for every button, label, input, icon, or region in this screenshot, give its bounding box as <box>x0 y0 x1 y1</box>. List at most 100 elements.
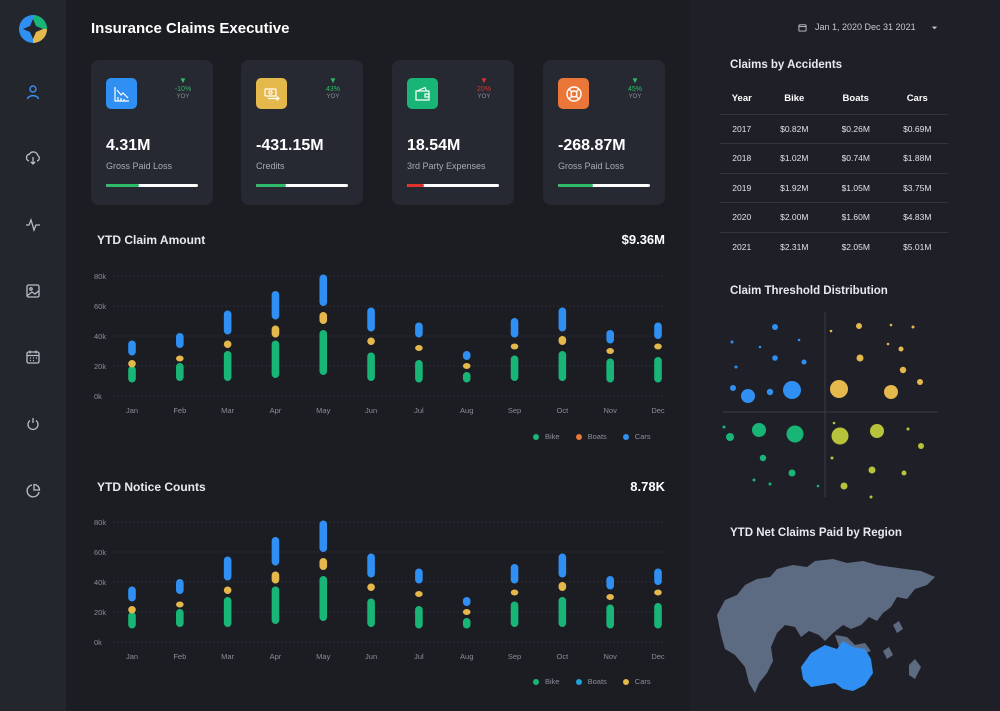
bar-cars[interactable] <box>176 579 184 594</box>
bar-bike[interactable] <box>176 363 184 381</box>
bar-boats[interactable] <box>367 583 375 592</box>
bar-boats[interactable] <box>271 571 280 584</box>
bar-cars[interactable] <box>510 318 519 338</box>
bar-cars[interactable] <box>319 274 328 307</box>
nav-pie-chart-icon[interactable] <box>23 481 43 501</box>
bar-boats[interactable] <box>462 363 471 369</box>
bar-cars[interactable] <box>367 307 375 332</box>
bar-bike[interactable] <box>319 330 328 375</box>
bar-cars[interactable] <box>271 291 280 320</box>
kpi-card-credits[interactable]: ▼ 43% YOY -431.15M Credits <box>241 60 363 205</box>
bar-bike[interactable] <box>510 601 519 628</box>
bar-boats[interactable] <box>510 343 519 350</box>
bar-bike[interactable] <box>367 598 375 628</box>
bar-cars[interactable] <box>128 586 136 602</box>
bar-bike[interactable] <box>558 597 567 627</box>
legend-item-bike[interactable]: Bike <box>533 432 560 441</box>
bar-bike[interactable] <box>654 357 662 383</box>
bar-bike[interactable] <box>128 366 136 383</box>
bar-cars[interactable] <box>223 556 232 581</box>
bar-boats[interactable] <box>176 601 184 608</box>
kpi-card-gross-paid-loss-2[interactable]: ▼ 45% YOY -268.87M Gross Paid Loss <box>543 60 665 205</box>
bar-bike[interactable] <box>462 372 471 383</box>
bar-boats[interactable] <box>558 336 567 345</box>
bar-boats[interactable] <box>415 345 423 351</box>
bar-cars[interactable] <box>606 330 614 344</box>
bar-bike[interactable] <box>271 586 280 625</box>
bar-cars[interactable] <box>319 520 328 553</box>
bar-cars[interactable] <box>415 322 423 338</box>
bar-bike[interactable] <box>654 603 662 629</box>
bar-bike[interactable] <box>367 352 375 382</box>
bar-bike[interactable] <box>176 609 184 627</box>
bar-bike[interactable] <box>558 351 567 381</box>
table-header[interactable]: Cars <box>886 84 948 115</box>
kpi-card-gross-paid-loss[interactable]: ▼ -10% YOY 4.31M Gross Paid Loss <box>91 60 213 205</box>
table-row[interactable]: 2018 $1.02M $0.74M $1.88M <box>720 143 948 174</box>
table-row[interactable]: 2017 $0.82M $0.26M $0.69M <box>720 114 948 144</box>
map-region-australia[interactable] <box>801 641 873 691</box>
bar-bike[interactable] <box>271 340 280 379</box>
bar-bike[interactable] <box>128 612 136 629</box>
nav-user-icon[interactable] <box>23 82 43 102</box>
legend-item-cars[interactable]: Cars <box>622 432 651 441</box>
table-header[interactable]: Year <box>720 84 764 115</box>
bar-boats[interactable] <box>415 591 423 597</box>
table-row[interactable]: 2020 $2.00M $1.60M $4.83M <box>720 202 948 233</box>
bar-boats[interactable] <box>367 337 375 346</box>
bar-bike[interactable] <box>415 606 423 629</box>
bar-cars[interactable] <box>462 351 471 360</box>
bar-boats[interactable] <box>319 558 328 570</box>
bar-boats[interactable] <box>271 325 280 338</box>
nav-cloud-download-icon[interactable] <box>23 148 43 168</box>
bar-cars[interactable] <box>606 576 614 590</box>
bar-boats[interactable] <box>128 360 136 368</box>
bar-boats[interactable] <box>606 348 614 354</box>
bar-cars[interactable] <box>510 564 519 584</box>
bar-cars[interactable] <box>415 568 423 584</box>
legend-item-boats[interactable]: Boats <box>575 432 607 441</box>
bar-bike[interactable] <box>510 355 519 382</box>
bar-bike[interactable] <box>319 576 328 621</box>
bar-boats[interactable] <box>223 586 232 595</box>
bar-boats[interactable] <box>462 609 471 615</box>
bar-bike[interactable] <box>606 358 614 383</box>
bar-bike[interactable] <box>415 360 423 383</box>
date-range-picker[interactable]: Jan 1, 2020 Dec 31 2021 <box>798 22 939 32</box>
legend-item-cars[interactable]: Cars <box>622 677 651 686</box>
bar-cars[interactable] <box>271 537 280 566</box>
bar-boats[interactable] <box>606 594 614 600</box>
nav-activity-icon[interactable] <box>23 215 43 235</box>
bar-bike[interactable] <box>223 351 232 381</box>
bar-cars[interactable] <box>654 568 662 586</box>
kpi-card-3rd-party-expenses[interactable]: ▼ 20% YOY 18.54M 3rd Party Expenses <box>392 60 514 205</box>
legend-item-bike[interactable]: Bike <box>533 677 560 686</box>
bar-bike[interactable] <box>606 604 614 629</box>
table-header[interactable]: Bike <box>763 84 826 115</box>
bar-cars[interactable] <box>223 310 232 335</box>
bar-cars[interactable] <box>176 333 184 348</box>
bar-cars[interactable] <box>462 597 471 606</box>
table-header[interactable]: Boats <box>825 84 887 115</box>
nav-image-icon[interactable] <box>23 281 43 301</box>
nav-calendar-icon[interactable] <box>23 347 43 367</box>
bar-boats[interactable] <box>510 589 519 596</box>
bar-cars[interactable] <box>558 553 567 578</box>
bar-boats[interactable] <box>319 312 328 324</box>
nav-power-icon[interactable] <box>23 414 43 434</box>
bar-boats[interactable] <box>223 340 232 349</box>
bar-boats[interactable] <box>558 582 567 591</box>
legend-item-boats[interactable]: Boats <box>575 677 607 686</box>
table-row[interactable]: 2019 $1.92M $1.05M $3.75M <box>720 173 948 203</box>
bar-boats[interactable] <box>128 606 136 614</box>
bar-cars[interactable] <box>654 322 662 340</box>
table-row[interactable]: 2021 $2.31M $2.05M $5.01M <box>720 232 948 262</box>
bar-boats[interactable] <box>176 355 184 362</box>
bar-cars[interactable] <box>558 307 567 332</box>
bar-bike[interactable] <box>223 597 232 627</box>
bar-cars[interactable] <box>128 340 136 356</box>
bar-bike[interactable] <box>462 618 471 629</box>
bar-boats[interactable] <box>654 589 662 596</box>
bar-cars[interactable] <box>367 553 375 578</box>
bar-boats[interactable] <box>654 343 662 350</box>
